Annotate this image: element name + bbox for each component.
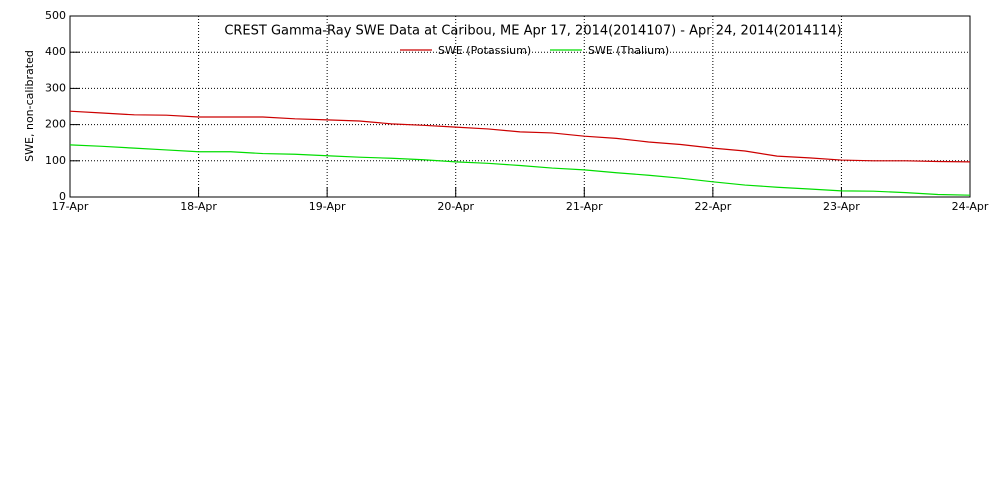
x-tick-label: 20-Apr <box>437 200 474 213</box>
x-tick-label: 17-Apr <box>52 200 89 213</box>
series-line <box>69 144 971 196</box>
chart-title: CREST Gamma-Ray SWE Data at Caribou, ME … <box>224 24 841 39</box>
x-tick-label: 23-Apr <box>823 200 860 213</box>
y-axis-label: SWE, non-calibrated <box>23 50 36 162</box>
x-tick-label: 22-Apr <box>694 200 731 213</box>
x-tick-label: 19-Apr <box>309 200 346 213</box>
legend-label: SWE (Thalium) <box>588 44 669 57</box>
x-tick-label: 18-Apr <box>180 200 217 213</box>
x-tick-label: 21-Apr <box>566 200 603 213</box>
y-tick-label: 500 <box>45 9 66 22</box>
y-tick-label: 200 <box>45 118 66 131</box>
x-tick-label: 24-Apr <box>952 200 989 213</box>
y-tick-label: 100 <box>45 154 66 167</box>
series-line <box>69 110 971 163</box>
y-tick-label: 300 <box>45 81 66 94</box>
y-tick-label: 400 <box>45 45 66 58</box>
y-tick-label: 0 <box>59 190 66 203</box>
legend-label: SWE (Potassium) <box>438 44 531 57</box>
